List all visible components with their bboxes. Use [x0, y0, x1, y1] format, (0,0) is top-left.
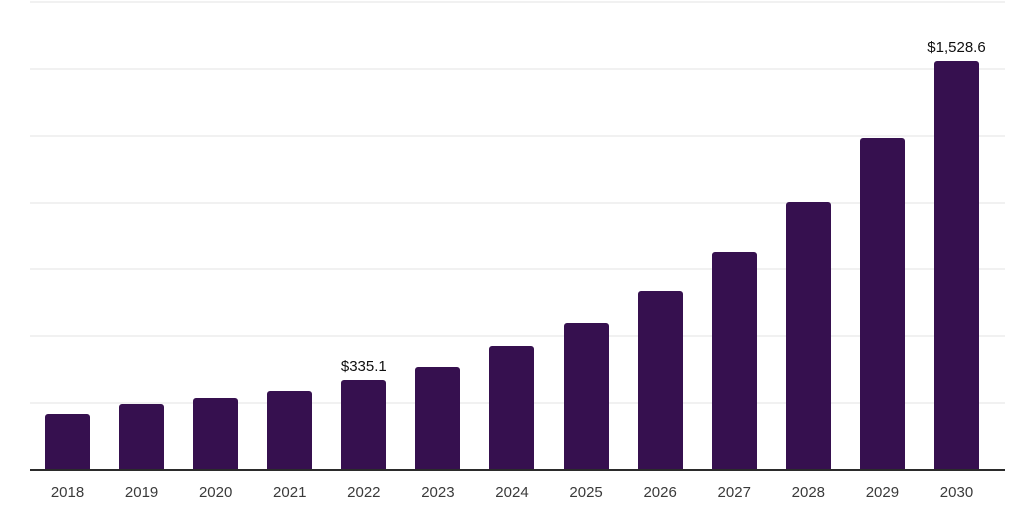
x-tick-label-2021: 2021 [273, 484, 307, 501]
x-tick-label-2024: 2024 [495, 484, 529, 501]
bar-2027 [711, 252, 757, 470]
x-axis-line [30, 469, 1005, 471]
x-tick-label-2025: 2025 [569, 484, 603, 501]
bar-2030 [933, 61, 979, 470]
gridline-1500 [30, 67, 1005, 70]
x-tick-label-2028: 2028 [791, 484, 826, 501]
bar-2022 [341, 380, 387, 470]
x-tick-label-2027: 2027 [717, 484, 751, 501]
bar-2020 [193, 398, 239, 470]
gridline-1750 [30, 1, 1005, 3]
bar-2026 [637, 291, 683, 470]
data-label-2022: $335.1 [340, 358, 387, 376]
x-tick-label-2019: 2019 [124, 484, 159, 501]
data-label-2030: $1,528.6 [927, 39, 986, 57]
x-tick-label-2026: 2026 [643, 484, 677, 501]
x-tick-label-2023: 2023 [421, 484, 455, 501]
gridline-1000 [30, 201, 1005, 204]
x-tick-label-2022: 2022 [347, 484, 381, 501]
gridline-500 [30, 335, 1005, 338]
gridline-750 [30, 268, 1005, 271]
bar-2025 [563, 323, 609, 470]
bar-2028 [785, 201, 831, 470]
bar-2029 [859, 138, 905, 470]
bar-2018 [45, 414, 90, 470]
bar-2023 [415, 367, 461, 470]
bar-2024 [489, 346, 535, 470]
x-tick-label-2030: 2030 [939, 484, 974, 501]
x-tick-label-2020: 2020 [198, 484, 233, 501]
bar-2021 [267, 391, 313, 470]
gridline-1250 [30, 134, 1005, 137]
x-tick-label-2018: 2018 [50, 484, 85, 501]
bar-2019 [119, 404, 165, 470]
x-tick-label-2029: 2029 [865, 484, 900, 501]
